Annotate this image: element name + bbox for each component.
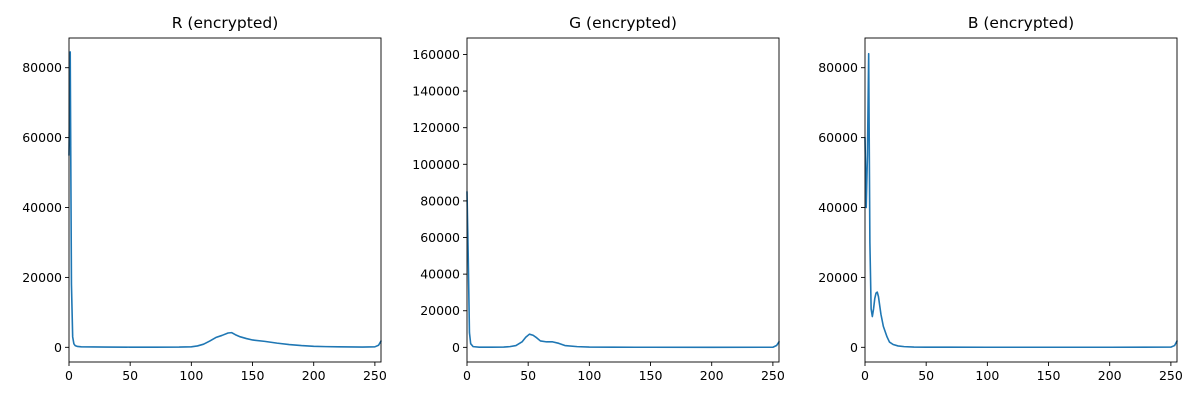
x-tick-label: 0 [861, 368, 869, 383]
y-tick-label: 40000 [420, 267, 460, 282]
chart-title: G (encrypted) [569, 14, 677, 32]
y-tick-label: 20000 [818, 270, 858, 285]
y-tick-label: 20000 [22, 270, 62, 285]
x-tick-label: 200 [302, 368, 326, 383]
x-tick-label: 250 [1159, 368, 1183, 383]
series-line [68, 51, 382, 348]
y-tick-label: 60000 [22, 130, 62, 145]
x-tick-label: 200 [1098, 368, 1122, 383]
x-tick-label: 50 [520, 368, 536, 383]
y-tick-label: 20000 [420, 303, 460, 318]
x-tick-label: 200 [700, 368, 724, 383]
x-tick-label: 0 [65, 368, 73, 383]
x-tick-label: 0 [463, 368, 471, 383]
series-line [864, 52, 1178, 349]
y-tick-label: 80000 [22, 60, 62, 75]
y-tick-label: 60000 [420, 230, 460, 245]
x-tick-label: 250 [363, 368, 387, 383]
y-tick-label: 40000 [818, 200, 858, 215]
chart-title: R (encrypted) [172, 14, 279, 32]
x-tick-label: 50 [122, 368, 138, 383]
y-tick-label: 120000 [412, 120, 460, 135]
series-line [466, 190, 780, 349]
histogram-panel-b: B (encrypted) 0 50 100 150 200 250 0 20000 40000… [818, 14, 1183, 383]
histogram-panel-g: G (encrypted) 0 50 100 150 200 250 0 20000 40000… [412, 14, 785, 383]
y-tick-label: 80000 [818, 60, 858, 75]
y-tick-label: 0 [452, 340, 460, 355]
x-tick-label: 250 [761, 368, 785, 383]
y-tick-label: 40000 [22, 200, 62, 215]
y-tick-label: 60000 [818, 130, 858, 145]
y-tick-label: 160000 [412, 47, 460, 62]
axes-frame [466, 37, 780, 363]
x-tick-label: 150 [639, 368, 663, 383]
y-tick-label: 80000 [420, 193, 460, 208]
x-tick-label: 100 [179, 368, 203, 383]
histogram-panel-r: R (encrypted) 0 50 100 150 200 250 0 20000 40000… [22, 14, 387, 383]
y-tick-label: 140000 [412, 84, 460, 99]
y-tick-label: 0 [850, 340, 858, 355]
chart-title: B (encrypted) [968, 14, 1074, 32]
x-tick-label: 50 [918, 368, 934, 383]
axes-frame [864, 37, 1178, 363]
x-tick-label: 100 [577, 368, 601, 383]
y-tick-label: 0 [54, 340, 62, 355]
x-tick-label: 100 [975, 368, 999, 383]
x-tick-label: 150 [1037, 368, 1061, 383]
x-tick-label: 150 [241, 368, 265, 383]
y-tick-label: 100000 [412, 157, 460, 172]
axes-frame [68, 37, 382, 363]
